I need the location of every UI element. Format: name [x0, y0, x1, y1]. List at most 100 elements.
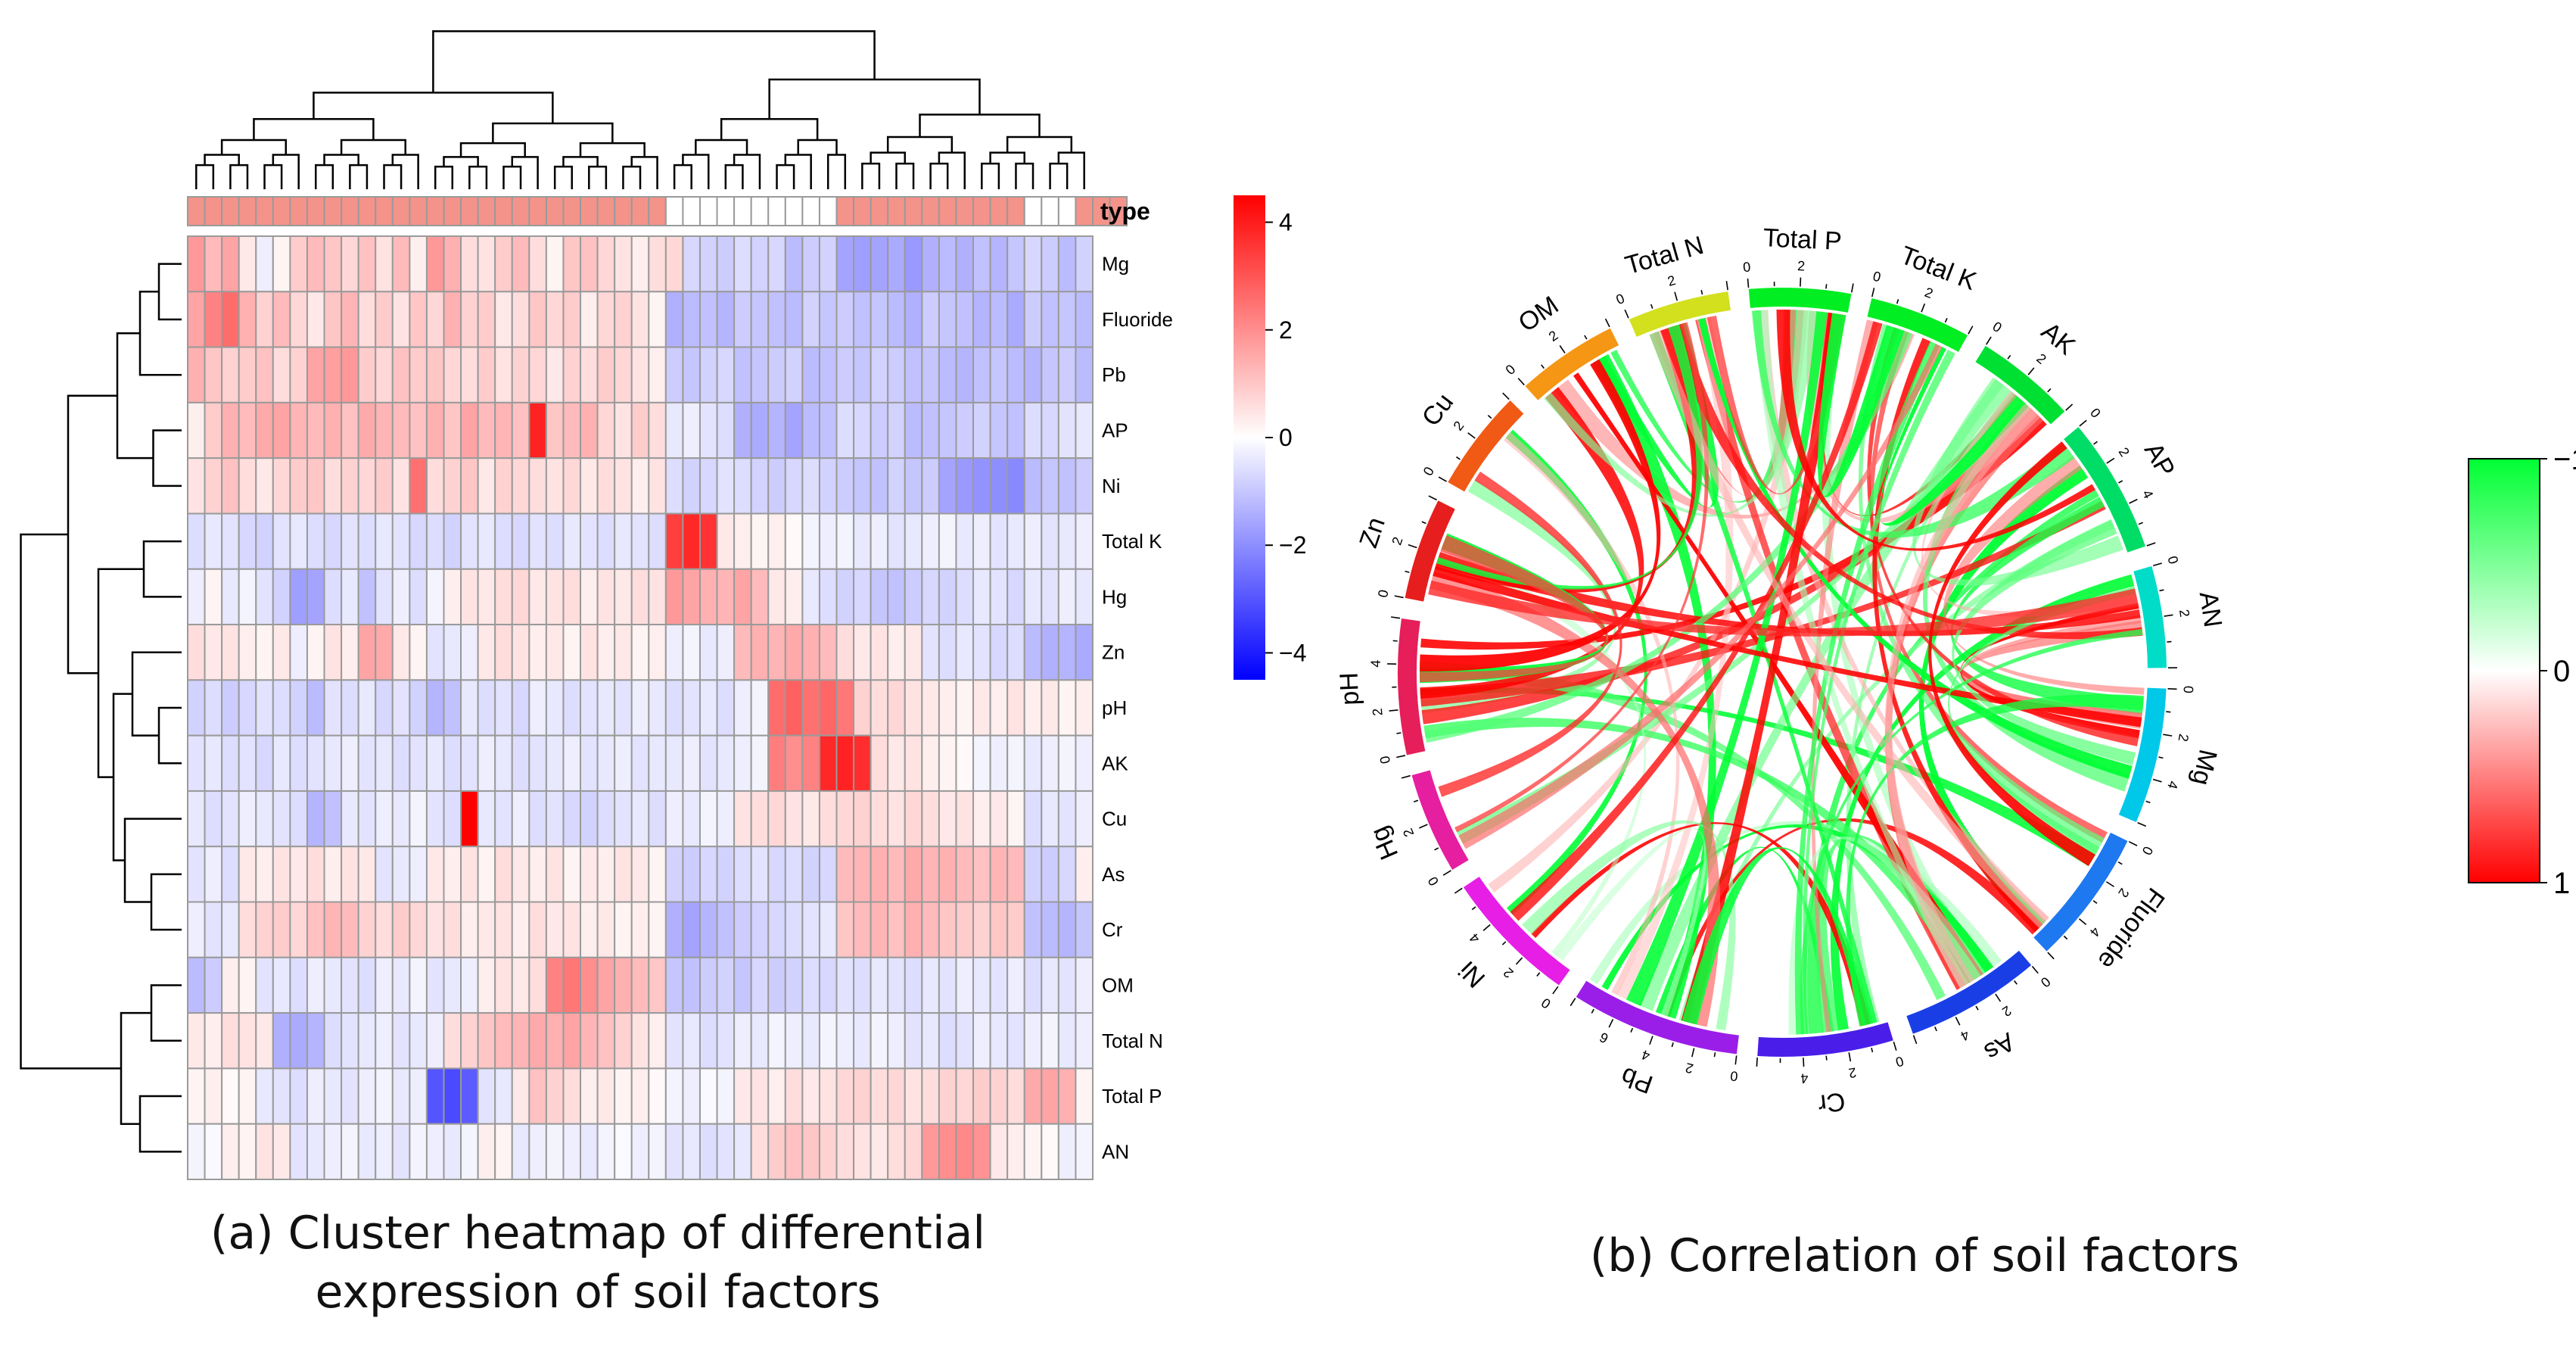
sector-tick [2028, 368, 2034, 375]
heatmap-cell [854, 1124, 871, 1179]
heatmap-cell [1041, 1068, 1059, 1123]
heatmap-cell [1059, 958, 1076, 1013]
sector-tick [2118, 481, 2122, 483]
heatmap-cell [512, 625, 530, 680]
heatmap-cell [359, 291, 376, 347]
heatmap-cell [1025, 846, 1042, 902]
heatmap-cell [359, 569, 376, 625]
annotation-cell [222, 197, 239, 226]
sector-tick-label: 0 [2181, 686, 2196, 694]
heatmap-cell [239, 846, 257, 902]
sector-tick [1735, 1055, 1736, 1064]
col-dendrogram-segment [896, 164, 913, 189]
heatmap-cell [273, 680, 291, 735]
sector-tick [2107, 458, 2114, 463]
heatmap-cell [939, 1068, 957, 1123]
heatmap-cell [341, 846, 359, 902]
heatmap-cell [495, 791, 512, 846]
heatmap-cell [205, 958, 222, 1013]
heatmap-cell [188, 236, 205, 291]
heatmap-cell [443, 846, 461, 902]
heatmap-cell [734, 236, 751, 291]
sector-tick [1897, 299, 1899, 304]
sector-tick [1585, 335, 1587, 339]
row-label: AN [1102, 1140, 1129, 1163]
heatmap-cell [409, 1013, 427, 1068]
row-label: Pb [1102, 363, 1126, 386]
heatmap-cell [222, 513, 239, 569]
heatmap-cell [598, 902, 615, 958]
annotation-cell [666, 197, 683, 226]
heatmap-cell [563, 958, 580, 1013]
heatmap-cell [700, 291, 717, 347]
caption-b: (b) Correlation of soil factors [1468, 1226, 2361, 1285]
heatmap-cell [649, 403, 666, 458]
heatmap-cell [837, 680, 854, 735]
heatmap-cell [683, 680, 700, 735]
heatmap-cell [563, 736, 580, 791]
heatmap-cell [717, 236, 735, 291]
heatmap-cell [786, 513, 803, 569]
sector-tick-label: 2 [2116, 445, 2133, 459]
heatmap-cell [188, 513, 205, 569]
heatmap-cell [802, 680, 820, 735]
heatmap-cell [768, 347, 786, 403]
heat-colorbar-label: 0 [1279, 424, 1293, 451]
heatmap-cell [325, 291, 342, 347]
heatmap-cell [598, 236, 615, 291]
heatmap-cell [239, 347, 257, 403]
annotation-label: type [1100, 198, 1150, 225]
heatmap-cell [512, 347, 530, 403]
heatmap-cell [546, 736, 564, 791]
heatmap-cell [256, 513, 273, 569]
heatmap-cell [1059, 236, 1076, 291]
heatmap-cell [1075, 1013, 1093, 1068]
heatmap-cell [290, 458, 307, 513]
heatmap-cell [205, 846, 222, 902]
heatmap-cell [683, 458, 700, 513]
heatmap-cell [973, 625, 991, 680]
annotation-cell [563, 197, 580, 226]
heatmap-cell [273, 569, 291, 625]
heatmap-cell [717, 680, 735, 735]
heatmap-cell [256, 291, 273, 347]
col-dendrogram-segment [555, 167, 572, 189]
heatmap-cell [939, 736, 957, 791]
heatmap-cell [375, 736, 393, 791]
row-label: Total K [1102, 530, 1162, 553]
heatmap-cell [580, 1013, 598, 1068]
row-dendrogram-segment [114, 694, 132, 861]
heatmap-cell [751, 291, 769, 347]
heatmap-cell [751, 958, 769, 1013]
heatmap-cell [632, 846, 649, 902]
col-dendrogram-segment [1016, 164, 1033, 189]
heatmap-cell [768, 846, 786, 902]
heatmap-cell [1025, 569, 1042, 625]
heatmap-cell [956, 347, 973, 403]
annotation-cell [325, 197, 342, 226]
sector-tick [1391, 617, 1400, 618]
heatmap-cell [888, 291, 905, 347]
heatmap-cell [683, 569, 700, 625]
heatmap-cell [973, 236, 991, 291]
heatmap-cell [359, 458, 376, 513]
heatmap-cell [529, 791, 546, 846]
sector-tick [2146, 801, 2151, 802]
heatmap-cell [359, 1068, 376, 1123]
heatmap-cell [700, 680, 717, 735]
heatmap-cell [478, 958, 496, 1013]
heatmap-cell [786, 846, 803, 902]
heatmap-cell [290, 236, 307, 291]
heatmap-cell [256, 403, 273, 458]
heatmap-cell [768, 291, 786, 347]
sector-tick-label: 2 [1451, 418, 1467, 433]
heatmap-cell [666, 625, 683, 680]
col-dendrogram-segment [469, 167, 487, 189]
heatmap-cell [307, 236, 325, 291]
annotation-cell [529, 197, 546, 226]
heatmap-cell [717, 736, 735, 791]
sector-tick [2138, 823, 2146, 827]
heatmap-cell [1007, 1013, 1025, 1068]
col-dendrogram-segment [580, 143, 645, 157]
